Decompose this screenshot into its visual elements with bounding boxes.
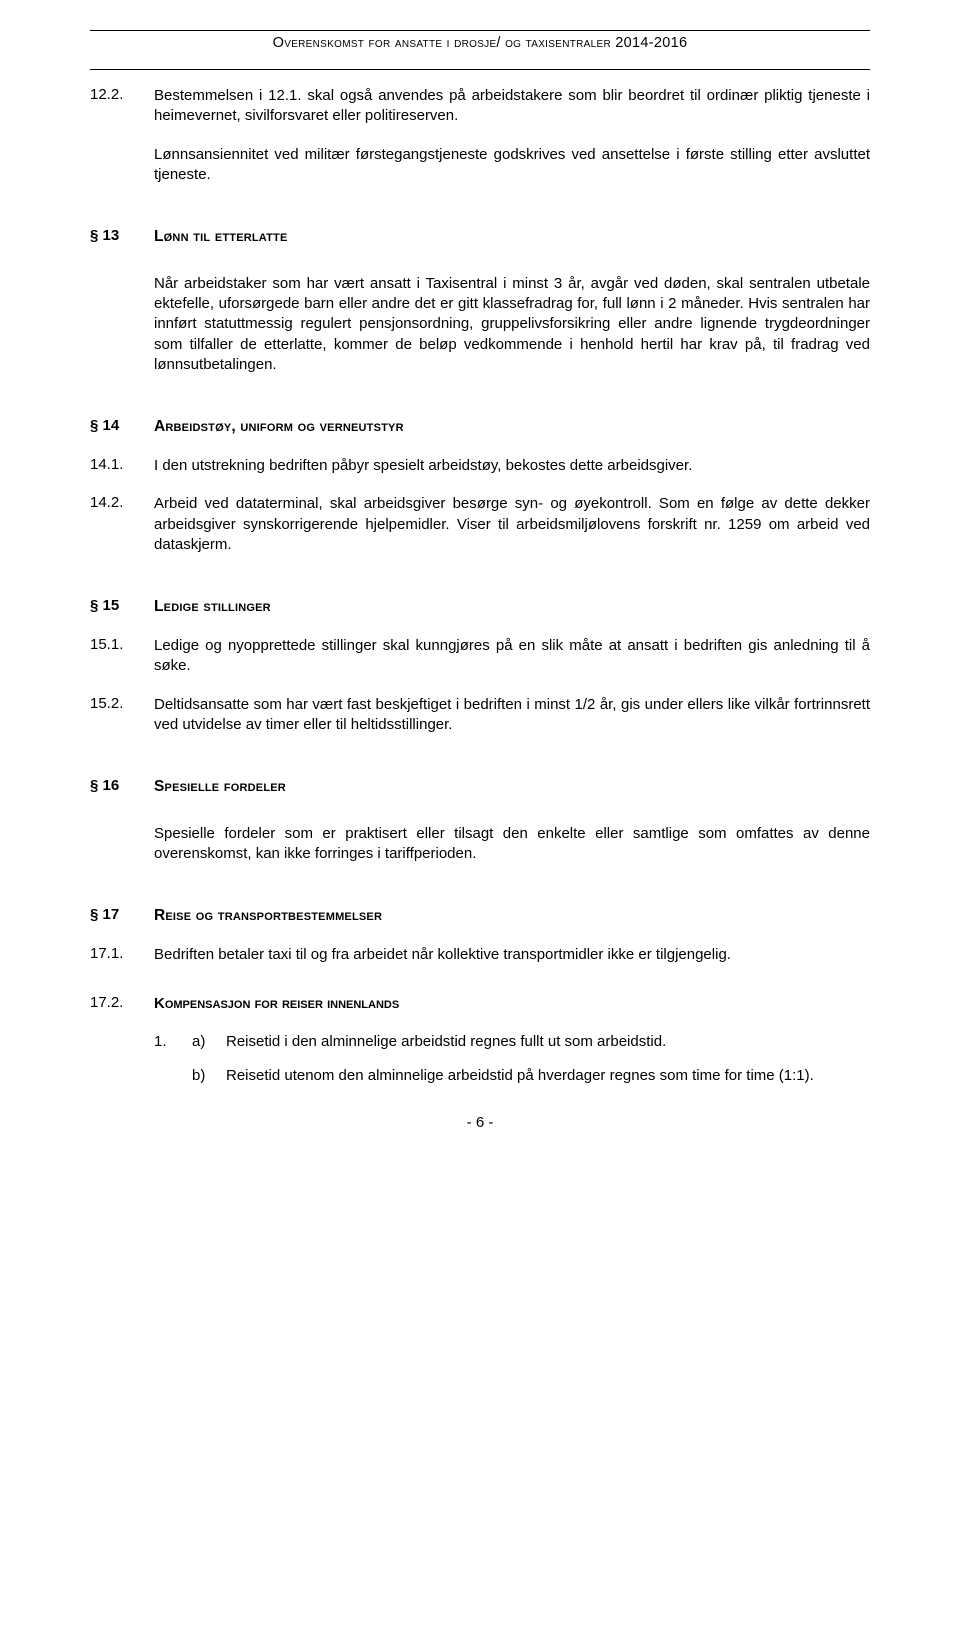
list-number: 1. <box>154 1032 192 1052</box>
section-title: Reise og transportbestemmelser <box>154 906 870 927</box>
clause-14-1: 14.1. I den utstrekning bedriften påbyr … <box>90 456 870 476</box>
clause-number: 12.2. <box>90 86 154 103</box>
clause-14-2: 14.2. Arbeid ved dataterminal, skal arbe… <box>90 494 870 555</box>
list-letter: a) <box>192 1032 226 1052</box>
clause-15-2: 15.2. Deltidsansatte som har vært fast b… <box>90 695 870 736</box>
clause-number: 15.2. <box>90 695 154 712</box>
clause-number: 14.2. <box>90 494 154 511</box>
list-letter: b) <box>192 1066 226 1086</box>
section-16-body: Spesielle fordeler som er praktisert ell… <box>154 824 870 865</box>
page-header: Overenskomst for ansatte i drosje/ og ta… <box>90 35 870 51</box>
section-number: § 15 <box>90 597 154 614</box>
section-13-heading: § 13 Lønn til etterlatte <box>90 227 870 248</box>
clause-text: I den utstrekning bedriften påbyr spesie… <box>154 456 870 476</box>
clause-number: 15.1. <box>90 636 154 653</box>
section-number: § 16 <box>90 777 154 794</box>
clause-17-1: 17.1. Bedriften betaler taxi til og fra … <box>90 945 870 965</box>
section-title: Ledige stillinger <box>154 597 870 618</box>
list-17-2-item-b: b) Reisetid utenom den alminnelige arbei… <box>154 1066 870 1086</box>
section-15-heading: § 15 Ledige stillinger <box>90 597 870 618</box>
clause-15-1: 15.1. Ledige og nyopprettede stillinger … <box>90 636 870 677</box>
section-title: Spesielle fordeler <box>154 777 870 798</box>
section-13-body: Når arbeidstaker som har vært ansatt i T… <box>154 274 870 375</box>
page-container: Overenskomst for ansatte i drosje/ og ta… <box>0 0 960 1161</box>
clause-text: Deltidsansatte som har vært fast beskjef… <box>154 695 870 736</box>
clause-12-2-para2: Lønnsansiennitet ved militær førstegangs… <box>154 145 870 186</box>
section-number: § 17 <box>90 906 154 923</box>
page-footer: - 6 - <box>90 1114 870 1131</box>
clause-text: Bestemmelsen i 12.1. skal også anvendes … <box>154 86 870 127</box>
clause-text: Arbeid ved dataterminal, skal arbeidsgiv… <box>154 494 870 555</box>
clause-text: Bedriften betaler taxi til og fra arbeid… <box>154 945 870 965</box>
clause-subheading: Kompensasjon for reiser innenlands <box>154 994 870 1014</box>
section-17-heading: § 17 Reise og transportbestemmelser <box>90 906 870 927</box>
section-title: Lønn til etterlatte <box>154 227 870 248</box>
list-text: Reisetid i den alminnelige arbeidstid re… <box>226 1032 870 1052</box>
list-text: Reisetid utenom den alminnelige arbeidst… <box>226 1066 870 1086</box>
clause-12-2: 12.2. Bestemmelsen i 12.1. skal også anv… <box>90 86 870 127</box>
section-number: § 14 <box>90 417 154 434</box>
clause-number: 14.1. <box>90 456 154 473</box>
list-17-2-item-a: 1. a) Reisetid i den alminnelige arbeids… <box>154 1032 870 1052</box>
header-rule-top <box>90 30 870 31</box>
clause-text: Ledige og nyopprettede stillinger skal k… <box>154 636 870 677</box>
section-14-heading: § 14 Arbeidstøy, uniform og verneutstyr <box>90 417 870 438</box>
clause-number: 17.2. <box>90 994 154 1011</box>
clause-number: 17.1. <box>90 945 154 962</box>
section-16-heading: § 16 Spesielle fordeler <box>90 777 870 798</box>
section-title: Arbeidstøy, uniform og verneutstyr <box>154 417 870 438</box>
section-number: § 13 <box>90 227 154 244</box>
clause-17-2-heading: 17.2. Kompensasjon for reiser innenlands <box>90 994 870 1014</box>
